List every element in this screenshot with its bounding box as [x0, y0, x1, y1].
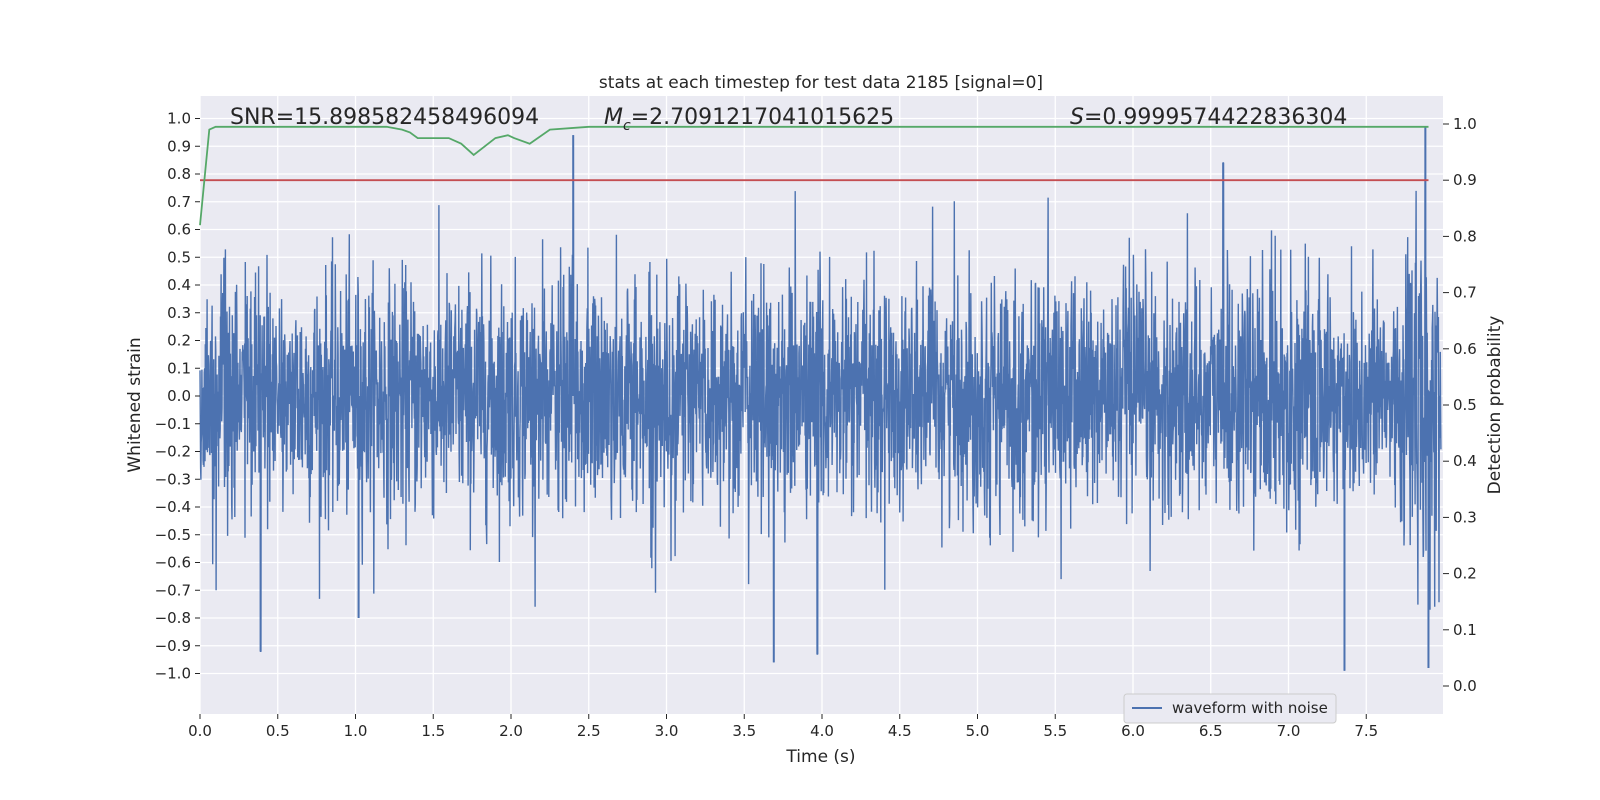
- right-y-axis-label: Detection probability: [1485, 316, 1505, 495]
- detection-probability-line: [199, 125, 1429, 226]
- y-right-tick-label: 0.6: [1453, 340, 1477, 358]
- x-tick-label: 4.5: [888, 722, 912, 740]
- y-left-tick-label: 0.1: [167, 359, 191, 377]
- x-tick-label: 1.0: [344, 722, 368, 740]
- x-tick-label: 3.0: [655, 722, 679, 740]
- y-right-tick-label: 0.8: [1453, 227, 1477, 245]
- x-tick-label: 7.5: [1354, 722, 1378, 740]
- y-right-tick-label: 0.3: [1453, 508, 1477, 526]
- left-y-axis-label: Whitened strain: [125, 337, 145, 472]
- x-tick-label: 7.0: [1277, 722, 1301, 740]
- y-left-tick-label: 0.8: [167, 165, 191, 183]
- y-left-tick-label: 0.7: [167, 193, 191, 211]
- x-tick-label: 5.0: [966, 722, 990, 740]
- y-left-tick-label: 0.6: [167, 221, 191, 239]
- mc-annotation: Mc=2.7091217041015625: [604, 105, 894, 134]
- x-axis-ticks: 0.0 0.5 1.0 1.5 2.0 2.5 3.0 3.5 4.0 4.5 5.0 5.5 6.0 6…: [188, 714, 1378, 740]
- legend: waveform with noise: [1123, 693, 1337, 724]
- y-left-tick-label: −0.3: [155, 470, 191, 488]
- y-left-tick-label: −0.6: [155, 554, 191, 572]
- x-tick-label: 6.0: [1121, 722, 1145, 740]
- x-tick-label: 2.0: [499, 722, 523, 740]
- legend-label: waveform with noise: [1172, 699, 1328, 717]
- y-left-tick-label: 0.0: [167, 387, 191, 405]
- y-left-tick-label: 0.5: [167, 248, 191, 266]
- s-annotation: S=0.9999574422836304: [1070, 105, 1347, 130]
- left-y-axis-ticks: 1.0 0.9 0.8 0.7 0.6 0.5 0.4 0.3 0.2 0.1 0.0 −0.1 −0.…: [155, 110, 200, 683]
- mc-subscript: c: [623, 118, 631, 134]
- x-tick-label: 1.5: [421, 722, 445, 740]
- legend-box: [1123, 693, 1337, 724]
- y-left-tick-label: 1.0: [167, 110, 191, 128]
- s-symbol: S: [1070, 105, 1084, 130]
- y-left-tick-label: −0.8: [155, 609, 191, 627]
- s-value: =0.9999574422836304: [1084, 105, 1347, 130]
- y-left-tick-label: 0.3: [167, 304, 191, 322]
- y-right-tick-label: 0.4: [1453, 452, 1477, 470]
- chart-title: stats at each timestep for test data 218…: [599, 73, 1043, 93]
- y-right-tick-label: 0.1: [1453, 621, 1477, 639]
- x-tick-label: 5.5: [1043, 722, 1067, 740]
- y-left-tick-label: −0.9: [155, 637, 191, 655]
- y-left-tick-label: −0.2: [155, 443, 191, 461]
- x-tick-label: 0.5: [266, 722, 290, 740]
- y-right-tick-label: 0.5: [1453, 396, 1477, 414]
- waveform-series: [199, 126, 1442, 671]
- y-left-tick-label: −0.5: [155, 526, 191, 544]
- y-left-tick-label: 0.2: [167, 332, 191, 350]
- right-y-axis-ticks: 1.0 0.9 0.8 0.7 0.6 0.5 0.4 0.3 0.2 0.1 0.0: [1443, 115, 1477, 695]
- y-left-tick-label: −0.1: [155, 415, 191, 433]
- x-axis-label: Time (s): [785, 747, 855, 767]
- y-right-tick-label: 0.9: [1453, 171, 1477, 189]
- x-tick-label: 6.5: [1199, 722, 1223, 740]
- probability-series: [199, 125, 1429, 226]
- snr-annotation: SNR=15.898582458496094: [230, 105, 539, 130]
- mc-symbol: M: [604, 105, 623, 130]
- y-left-tick-label: −0.7: [155, 581, 191, 599]
- x-tick-label: 2.5: [577, 722, 601, 740]
- y-left-tick-label: −1.0: [155, 665, 191, 683]
- y-right-tick-label: 0.0: [1453, 677, 1477, 695]
- y-left-tick-label: −0.4: [155, 498, 191, 516]
- x-tick-label: 3.5: [732, 722, 756, 740]
- y-left-tick-label: 0.4: [167, 276, 191, 294]
- mc-value: =2.7091217041015625: [631, 105, 894, 130]
- waveform-line: [199, 126, 1442, 671]
- y-right-tick-label: 0.7: [1453, 284, 1477, 302]
- y-right-tick-label: 0.2: [1453, 565, 1477, 583]
- y-right-tick-label: 1.0: [1453, 115, 1477, 133]
- x-tick-label: 4.0: [810, 722, 834, 740]
- y-left-tick-label: 0.9: [167, 137, 191, 155]
- x-tick-label: 0.0: [188, 722, 212, 740]
